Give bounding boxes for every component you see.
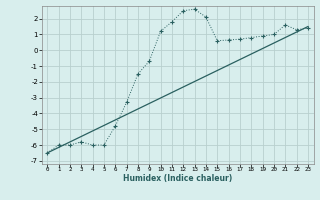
X-axis label: Humidex (Indice chaleur): Humidex (Indice chaleur) (123, 174, 232, 183)
